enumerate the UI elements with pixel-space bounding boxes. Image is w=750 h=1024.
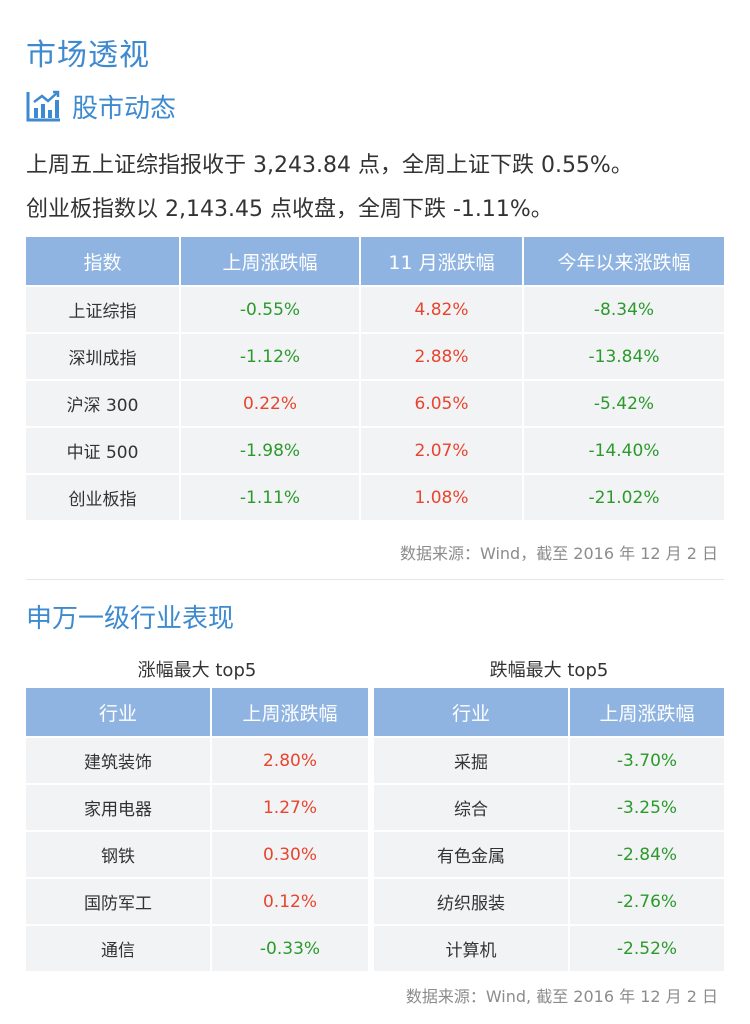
data-source-note: 数据来源：Wind，截至 2016 年 12 月 2 日 bbox=[400, 544, 718, 563]
change-value: -0.55% bbox=[181, 285, 361, 332]
row-label: 建筑装饰 bbox=[26, 736, 212, 783]
row-label: 中证 500 bbox=[26, 426, 181, 473]
change-value: 0.30% bbox=[212, 830, 368, 877]
change-value: 6.05% bbox=[361, 379, 524, 426]
section-header-market: 股市动态 bbox=[26, 88, 176, 124]
table-row: 家用电器 1.27% bbox=[26, 783, 368, 830]
table-row: 综合 -3.25% bbox=[374, 783, 724, 830]
table-row: 钢铁 0.30% bbox=[26, 830, 368, 877]
section-title-market: 股市动态 bbox=[72, 93, 177, 124]
divider bbox=[26, 579, 724, 580]
row-label: 计算机 bbox=[374, 924, 570, 971]
bar-chart-trend-icon bbox=[26, 90, 60, 122]
row-label: 上证综指 bbox=[26, 285, 181, 332]
gain-caption: 涨幅最大 top5 bbox=[137, 660, 257, 681]
column-header: 上周涨跌幅 bbox=[570, 688, 724, 736]
column-header: 行业 bbox=[26, 688, 212, 736]
row-label: 沪深 300 bbox=[26, 379, 181, 426]
loss-caption: 跌幅最大 top5 bbox=[489, 660, 609, 681]
table-row: 国防军工 0.12% bbox=[26, 877, 368, 924]
change-value: 0.22% bbox=[181, 379, 361, 426]
index-table: 指数 上周涨跌幅 11 月涨跌幅 今年以来涨跌幅 上证综指 -0.55% 4.82%… bbox=[26, 237, 724, 520]
change-value: 1.08% bbox=[361, 473, 524, 520]
change-value: -14.40% bbox=[524, 426, 724, 473]
row-label: 通信 bbox=[26, 924, 212, 971]
table-header-row: 行业 上周涨跌幅 bbox=[374, 688, 724, 736]
change-value: 2.80% bbox=[212, 736, 368, 783]
row-label: 钢铁 bbox=[26, 830, 212, 877]
row-label: 深圳成指 bbox=[26, 332, 181, 379]
change-value: 0.12% bbox=[212, 877, 368, 924]
summary-line-2: 创业板指数以 2,143.45 点收盘，全周下跌 -1.11%。 bbox=[26, 197, 553, 222]
table-row: 纺织服装 -2.76% bbox=[374, 877, 724, 924]
change-value: -1.12% bbox=[181, 332, 361, 379]
change-value: -2.52% bbox=[570, 924, 724, 971]
gain-table: 行业 上周涨跌幅 建筑装饰 2.80% 家用电器 1.27% 钢铁 0.30% 国防军工 0.… bbox=[26, 688, 368, 971]
change-value: 1.27% bbox=[212, 783, 368, 830]
table-row: 通信 -0.33% bbox=[26, 924, 368, 971]
loss-table: 行业 上周涨跌幅 采掘 -3.70% 综合 -3.25% 有色金属 -2.84% 纺织服装 -… bbox=[374, 688, 724, 971]
table-row: 创业板指 -1.11% 1.08% -21.02% bbox=[26, 473, 724, 520]
column-header: 指数 bbox=[26, 237, 181, 285]
change-value: -1.11% bbox=[181, 473, 361, 520]
column-header: 今年以来涨跌幅 bbox=[524, 237, 724, 285]
table-row: 建筑装饰 2.80% bbox=[26, 736, 368, 783]
section-title-industry: 申万一级行业表现 bbox=[26, 604, 235, 634]
change-value: -13.84% bbox=[524, 332, 724, 379]
change-value: 2.07% bbox=[361, 426, 524, 473]
table-row: 上证综指 -0.55% 4.82% -8.34% bbox=[26, 285, 724, 332]
change-value: -1.98% bbox=[181, 426, 361, 473]
table-row: 深圳成指 -1.12% 2.88% -13.84% bbox=[26, 332, 724, 379]
column-header: 上周涨跌幅 bbox=[181, 237, 361, 285]
change-value: -0.33% bbox=[212, 924, 368, 971]
column-header: 上周涨跌幅 bbox=[212, 688, 368, 736]
summary-line-1: 上周五上证综指报收于 3,243.84 点，全周上证下跌 0.55%。 bbox=[26, 153, 633, 178]
change-value: 4.82% bbox=[361, 285, 524, 332]
change-value: -2.76% bbox=[570, 877, 724, 924]
market-summary: 上周五上证综指报收于 3,243.84 点，全周上证下跌 0.55%。 创业板指… bbox=[26, 144, 633, 232]
row-label: 国防军工 bbox=[26, 877, 212, 924]
table-header-row: 指数 上周涨跌幅 11 月涨跌幅 今年以来涨跌幅 bbox=[26, 237, 724, 285]
table-row: 中证 500 -1.98% 2.07% -14.40% bbox=[26, 426, 724, 473]
change-value: -3.70% bbox=[570, 736, 724, 783]
data-source-note: 数据来源：Wind, 截至 2016 年 12 月 2 日 bbox=[405, 987, 718, 1006]
row-label: 家用电器 bbox=[26, 783, 212, 830]
change-value: -21.02% bbox=[524, 473, 724, 520]
table-row: 沪深 300 0.22% 6.05% -5.42% bbox=[26, 379, 724, 426]
table-row: 采掘 -3.70% bbox=[374, 736, 724, 783]
change-value: -8.34% bbox=[524, 285, 724, 332]
table-row: 计算机 -2.52% bbox=[374, 924, 724, 971]
column-header: 11 月涨跌幅 bbox=[361, 237, 524, 285]
change-value: -5.42% bbox=[524, 379, 724, 426]
row-label: 创业板指 bbox=[26, 473, 181, 520]
row-label: 有色金属 bbox=[374, 830, 570, 877]
change-value: -2.84% bbox=[570, 830, 724, 877]
change-value: -3.25% bbox=[570, 783, 724, 830]
row-label: 纺织服装 bbox=[374, 877, 570, 924]
column-header: 行业 bbox=[374, 688, 570, 736]
table-row: 有色金属 -2.84% bbox=[374, 830, 724, 877]
change-value: 2.88% bbox=[361, 332, 524, 379]
table-header-row: 行业 上周涨跌幅 bbox=[26, 688, 368, 736]
page-title: 市场透视 bbox=[26, 38, 150, 73]
row-label: 采掘 bbox=[374, 736, 570, 783]
row-label: 综合 bbox=[374, 783, 570, 830]
